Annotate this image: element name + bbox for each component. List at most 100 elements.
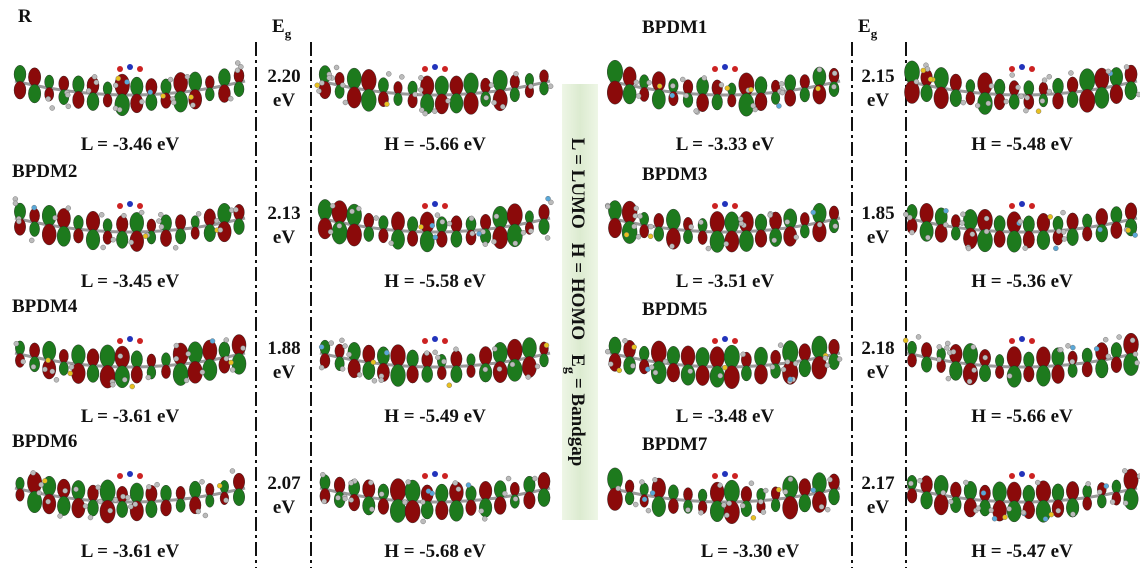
atom bbox=[1002, 514, 1008, 520]
atom bbox=[712, 203, 718, 209]
atom bbox=[432, 108, 438, 114]
homo-label: H = -5.49 eV bbox=[384, 406, 486, 427]
atom bbox=[936, 344, 942, 350]
orbital-image bbox=[607, 467, 841, 524]
atom bbox=[339, 366, 346, 372]
atom bbox=[818, 504, 825, 510]
atom bbox=[1069, 359, 1075, 365]
atom bbox=[371, 378, 378, 384]
atom bbox=[432, 349, 438, 356]
orbital-lobe bbox=[782, 340, 799, 364]
atom bbox=[453, 346, 459, 352]
orbital-lobe bbox=[1095, 208, 1108, 227]
legend: L = LUMOH = HOMOEg= Bandgap bbox=[562, 138, 588, 467]
atom bbox=[509, 361, 516, 368]
orbital-lobe bbox=[114, 365, 130, 388]
atom bbox=[824, 506, 831, 513]
atom bbox=[1105, 68, 1112, 75]
atom bbox=[217, 227, 224, 233]
atom bbox=[1096, 489, 1103, 495]
orbital-lobe bbox=[639, 87, 650, 102]
orbital-lobe bbox=[507, 358, 523, 382]
atom bbox=[65, 205, 72, 211]
atom bbox=[339, 337, 345, 344]
orbital-lobe bbox=[28, 84, 42, 104]
atom bbox=[827, 476, 833, 483]
orbital-lobe bbox=[784, 89, 797, 107]
atom bbox=[373, 215, 379, 221]
orbital-lobe bbox=[523, 491, 536, 510]
atom bbox=[378, 377, 384, 383]
lumo-label: L = -3.48 eV bbox=[676, 406, 775, 427]
orbital-lobe bbox=[1124, 81, 1138, 101]
atom bbox=[810, 209, 816, 216]
atom bbox=[121, 212, 127, 219]
atom bbox=[199, 369, 206, 375]
orbital-lobe bbox=[963, 209, 978, 231]
orbital-lobe bbox=[507, 338, 523, 362]
orbital-lobe bbox=[509, 74, 520, 90]
atom bbox=[1039, 98, 1046, 104]
atom bbox=[137, 473, 143, 479]
atom bbox=[38, 482, 44, 488]
orbital-lobe bbox=[189, 480, 202, 499]
atom bbox=[336, 223, 343, 229]
atom bbox=[82, 503, 89, 509]
atom bbox=[652, 369, 659, 376]
atom bbox=[329, 203, 336, 209]
orbital-lobe bbox=[333, 476, 346, 494]
orbital-lobe bbox=[621, 200, 638, 224]
orbital-lobe bbox=[1111, 479, 1122, 494]
atom bbox=[608, 361, 614, 367]
atom bbox=[831, 84, 837, 90]
atom bbox=[605, 348, 611, 355]
gap-unit: eV bbox=[867, 497, 889, 518]
orbital-lobe bbox=[160, 229, 172, 247]
orbital-lobe bbox=[506, 203, 523, 227]
atom bbox=[1109, 499, 1116, 505]
atom bbox=[12, 200, 19, 207]
atom bbox=[669, 243, 675, 249]
atom bbox=[784, 359, 791, 365]
orbital-lobe bbox=[1110, 356, 1122, 373]
lumo-label: L = -3.61 eV bbox=[81, 541, 180, 562]
orbital-lobe bbox=[130, 350, 143, 369]
orbital-lobe bbox=[434, 75, 449, 97]
orbital-lobe bbox=[738, 72, 755, 96]
orbital-lobe bbox=[770, 349, 781, 366]
orbital-lobe bbox=[205, 494, 215, 508]
orbital-lobe bbox=[13, 80, 27, 100]
orbital-lobe bbox=[465, 499, 477, 516]
atom bbox=[137, 338, 143, 344]
orbital-lobe bbox=[160, 499, 172, 517]
atom bbox=[1055, 508, 1061, 514]
orbital-lobe bbox=[435, 500, 449, 521]
orbital-lobe bbox=[190, 215, 200, 229]
molecule-name: BPDM1 bbox=[642, 17, 707, 38]
orbital-lobe bbox=[622, 84, 637, 105]
orbital-lobe bbox=[607, 487, 623, 511]
atom bbox=[1019, 471, 1025, 477]
atom bbox=[633, 79, 639, 85]
orbital-lobe bbox=[1051, 483, 1065, 502]
atom bbox=[776, 487, 782, 493]
orbital-lobe bbox=[363, 212, 375, 229]
orbital-lobe bbox=[72, 91, 85, 109]
atom bbox=[1132, 232, 1138, 238]
orbital-lobe bbox=[1006, 481, 1022, 504]
orbital-lobe bbox=[99, 499, 116, 524]
atom bbox=[420, 518, 426, 525]
atom bbox=[632, 213, 638, 219]
atom bbox=[384, 350, 390, 356]
atom bbox=[158, 211, 164, 218]
atom bbox=[622, 338, 628, 344]
orbital-lobe bbox=[1082, 496, 1092, 511]
atom bbox=[816, 67, 823, 73]
gap-value: 2.18 bbox=[861, 338, 894, 359]
atom bbox=[199, 479, 205, 485]
orbital-lobe bbox=[114, 93, 130, 117]
orbital-lobe bbox=[949, 73, 962, 92]
orbital-lobe bbox=[449, 500, 464, 522]
atom bbox=[769, 364, 776, 370]
lumo-label: L = -3.61 eV bbox=[81, 406, 180, 427]
